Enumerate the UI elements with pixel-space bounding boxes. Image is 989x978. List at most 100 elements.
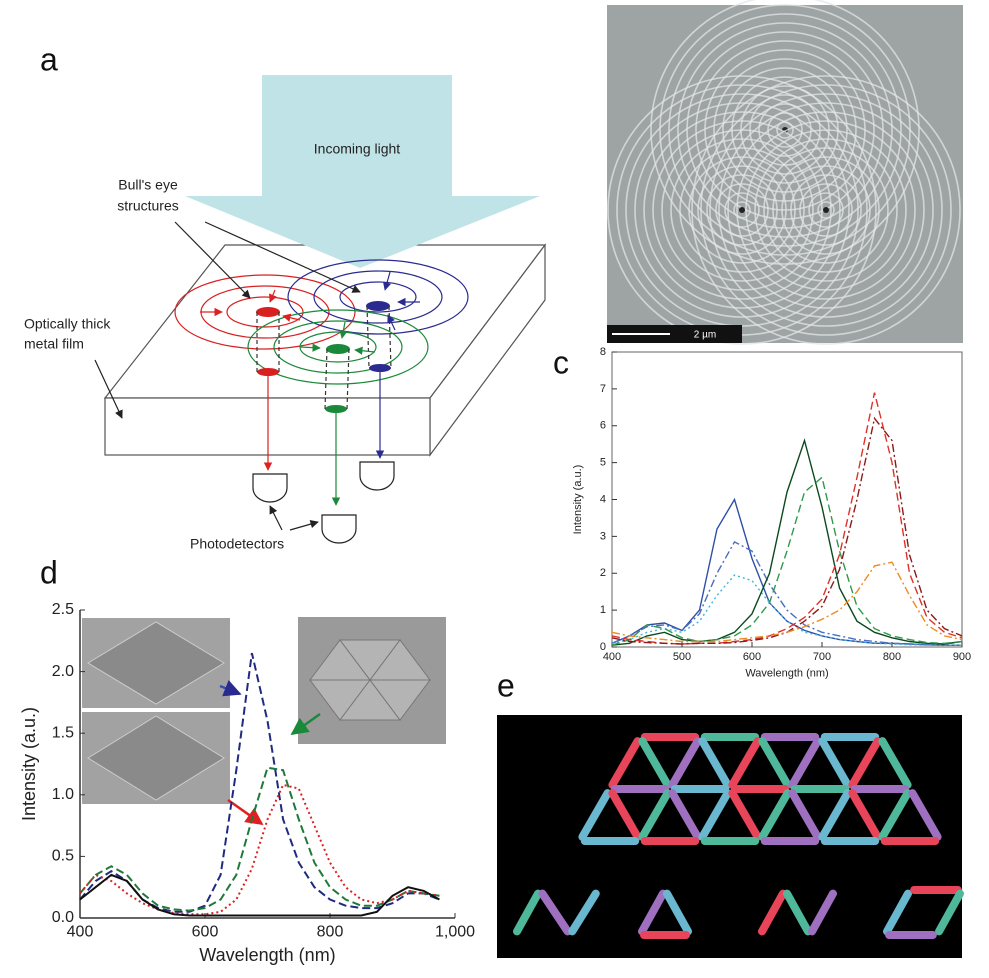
x-tick-label: 700 <box>813 651 831 663</box>
diagram: Incoming light Bull's eye structures Opt… <box>24 75 547 552</box>
series-line <box>79 783 440 916</box>
light-arrow <box>185 75 540 268</box>
series-line <box>611 561 963 643</box>
inset-diamond <box>87 621 225 705</box>
diagram-label: Bull's eye <box>118 177 178 193</box>
lattice-segment <box>758 789 792 841</box>
ring <box>668 13 902 247</box>
ring <box>763 147 889 273</box>
x-tick-label: 800 <box>317 924 344 941</box>
lattice-segment <box>848 789 882 841</box>
diagram-label: Incoming light <box>314 141 400 157</box>
ring <box>697 165 787 255</box>
y-tick-label: 7 <box>600 383 606 395</box>
y-tick-label: 0.5 <box>52 848 74 865</box>
ring <box>817 201 835 219</box>
lattice-segment <box>788 789 822 841</box>
aperture <box>369 364 391 372</box>
chart: 400 500 600 700 800 900 0 1 2 3 4 5 6 7 8 Wavelength (n… <box>572 346 971 679</box>
lattice-segment <box>728 789 762 841</box>
diagram-label: structures <box>117 198 178 214</box>
panel-label: d <box>40 554 58 590</box>
lattice-segment <box>878 789 912 841</box>
diagram-label: metal film <box>24 336 84 352</box>
lattice-segment <box>638 889 667 936</box>
inset-diamond <box>87 715 225 801</box>
ring <box>799 183 853 237</box>
ring <box>643 111 841 309</box>
plot-frame <box>611 351 963 648</box>
series-line <box>611 497 962 646</box>
arrow <box>290 712 321 736</box>
y-tick-label: 1.0 <box>52 786 74 803</box>
lattice-segment <box>638 737 672 789</box>
lattice <box>513 733 964 939</box>
ring <box>718 102 934 318</box>
aperture <box>325 405 347 413</box>
aperture <box>326 344 350 354</box>
series-line <box>79 873 440 917</box>
lattice-segment <box>758 737 792 789</box>
series-line <box>611 540 962 646</box>
y-tick-label: 0 <box>600 641 606 653</box>
ring <box>688 156 796 264</box>
ring <box>670 138 814 282</box>
lattice-segment <box>808 889 837 936</box>
lattice-segment <box>758 889 787 936</box>
micrograph: 2 µm <box>607 0 963 345</box>
hole <box>739 207 745 213</box>
y-tick-label: 2.5 <box>52 601 74 618</box>
lattice-segment <box>513 889 542 936</box>
label-arrow <box>94 221 361 531</box>
ring <box>709 93 943 327</box>
panel-label: e <box>497 667 515 703</box>
ring <box>754 138 898 282</box>
lattice-segment <box>608 737 642 789</box>
diagram-label: Optically thick <box>24 316 111 332</box>
y-tick-label: 2 <box>600 567 606 579</box>
y-tick-label: 0.0 <box>52 909 74 926</box>
x-tick-label: 600 <box>192 924 219 941</box>
lattice-segment <box>908 789 942 841</box>
photodetector <box>252 461 395 544</box>
ring <box>736 120 916 300</box>
series-line <box>611 392 963 645</box>
ring-arrows <box>200 289 301 322</box>
bulls-eye-rings <box>607 0 961 345</box>
y-tick-label: 2.0 <box>52 663 74 680</box>
y-axis-label: Intensity (a.u.) <box>572 465 584 535</box>
diagram-label: Photodetectors <box>190 536 284 552</box>
dashed-guides <box>256 305 392 410</box>
series-line <box>79 766 440 912</box>
x-axis-label: Wavelength (nm) <box>199 945 335 965</box>
ring <box>745 129 907 291</box>
ring <box>691 75 961 345</box>
x-tick-label: 800 <box>883 651 901 663</box>
chart: 400 600 800 1,000 0.0 0.5 1.0 1.5 2.0 2.5 Waveleng… <box>19 601 475 965</box>
ring <box>727 111 925 309</box>
x-axis-label: Wavelength (nm) <box>745 667 828 679</box>
ring <box>772 156 880 264</box>
hole <box>823 207 829 213</box>
ring <box>790 174 862 246</box>
panel-label: c <box>553 344 569 380</box>
aperture <box>257 368 279 376</box>
lattice-segment <box>663 889 692 936</box>
ring <box>758 103 812 157</box>
x-tick-label: 600 <box>743 651 761 663</box>
insets <box>82 617 446 826</box>
scale-bar-label: 2 µm <box>694 330 716 341</box>
ring <box>715 183 769 237</box>
y-tick-label: 4 <box>600 493 606 505</box>
x-tick-label: 500 <box>673 651 691 663</box>
x-tick-label: 400 <box>603 651 621 663</box>
y-tick-label: 1 <box>600 604 606 616</box>
arrow <box>227 798 264 826</box>
ring <box>679 147 805 273</box>
ring <box>700 84 952 336</box>
lattice-segment <box>883 889 912 936</box>
lattice-segment <box>935 889 964 936</box>
lattice-segment <box>538 889 572 936</box>
